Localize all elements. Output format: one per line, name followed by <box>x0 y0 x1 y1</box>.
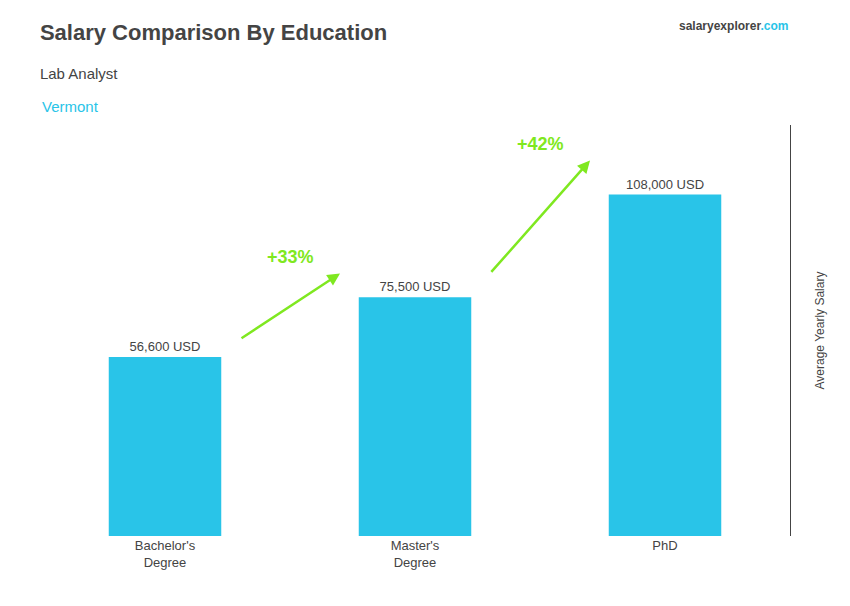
svg-text:Lab Analyst: Lab Analyst <box>40 65 118 82</box>
svg-text:Average Yearly Salary: Average Yearly Salary <box>813 272 827 390</box>
svg-text:salaryexplorer.com: salaryexplorer.com <box>679 19 788 33</box>
svg-text:Master'sDegree: Master'sDegree <box>391 538 440 570</box>
svg-text:56,600 USD: 56,600 USD <box>130 339 201 354</box>
svg-text:+42%: +42% <box>517 134 564 154</box>
svg-text:75,500 USD: 75,500 USD <box>380 279 451 294</box>
svg-text:Bachelor'sDegree: Bachelor'sDegree <box>135 538 196 570</box>
svg-text:PhD: PhD <box>652 538 677 553</box>
svg-text:108,000 USD: 108,000 USD <box>626 177 704 192</box>
svg-text:+33%: +33% <box>267 247 314 267</box>
svg-text:Vermont: Vermont <box>42 98 99 115</box>
svg-text:Salary Comparison By Education: Salary Comparison By Education <box>40 20 387 45</box>
